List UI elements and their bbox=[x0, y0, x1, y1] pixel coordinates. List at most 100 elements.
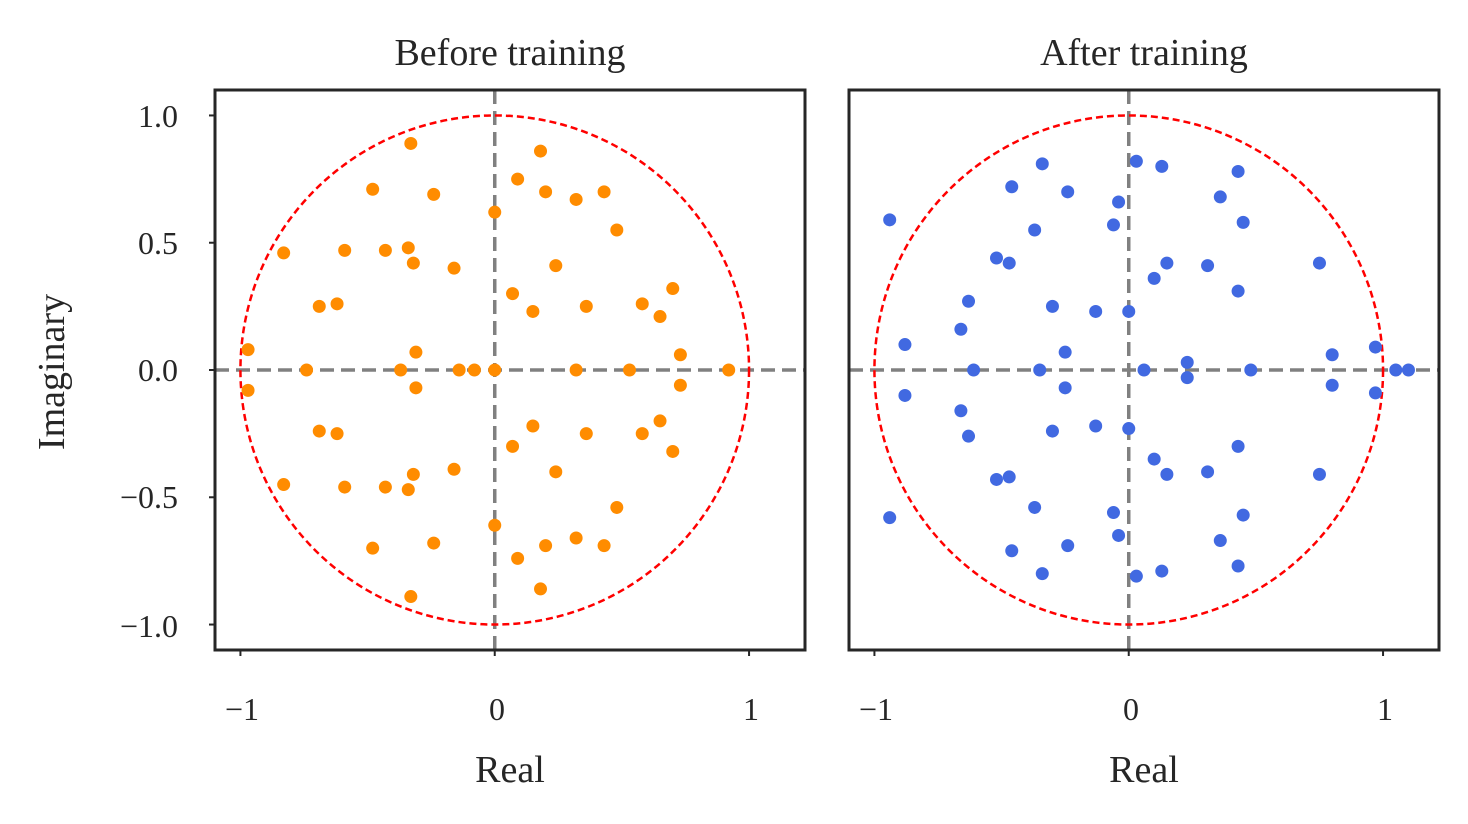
data-point bbox=[1002, 256, 1016, 270]
data-point bbox=[579, 427, 593, 441]
data-point bbox=[1061, 539, 1075, 553]
data-point bbox=[406, 467, 420, 481]
y-tick-label: −1.0 bbox=[120, 608, 178, 644]
data-point bbox=[447, 261, 461, 275]
data-point bbox=[569, 363, 583, 377]
data-point bbox=[623, 363, 637, 377]
data-point bbox=[312, 424, 326, 438]
data-point bbox=[1058, 345, 1072, 359]
data-point bbox=[1005, 180, 1019, 194]
data-point bbox=[1122, 304, 1136, 318]
data-point bbox=[452, 363, 466, 377]
data-point bbox=[539, 185, 553, 199]
data-point bbox=[635, 297, 649, 311]
data-point bbox=[1137, 363, 1151, 377]
data-point bbox=[312, 299, 326, 313]
data-point bbox=[366, 541, 380, 555]
data-point bbox=[488, 363, 502, 377]
data-point bbox=[967, 363, 981, 377]
data-point bbox=[1236, 215, 1250, 229]
data-point bbox=[277, 246, 291, 260]
plot-frame-after bbox=[847, 88, 1441, 652]
x-tick-label: 0 bbox=[489, 691, 505, 727]
data-point bbox=[526, 419, 540, 433]
data-point bbox=[1045, 424, 1059, 438]
data-point bbox=[534, 144, 548, 158]
data-point bbox=[366, 182, 380, 196]
chart-title-before: Before training bbox=[394, 32, 625, 74]
data-point bbox=[666, 282, 680, 296]
x-tick-label: −1 bbox=[225, 691, 259, 727]
data-point bbox=[1028, 500, 1042, 514]
data-point bbox=[1147, 271, 1161, 285]
data-point bbox=[1201, 259, 1215, 273]
data-point bbox=[394, 363, 408, 377]
data-point bbox=[330, 297, 344, 311]
data-point bbox=[1231, 284, 1245, 298]
data-point bbox=[1325, 348, 1339, 362]
data-point bbox=[653, 310, 667, 324]
data-point bbox=[1005, 544, 1019, 558]
data-point bbox=[511, 172, 525, 186]
data-point bbox=[1368, 386, 1382, 400]
data-point bbox=[1112, 195, 1126, 209]
data-point bbox=[1035, 157, 1049, 171]
data-point bbox=[378, 243, 392, 257]
data-point bbox=[898, 388, 912, 402]
data-point bbox=[1129, 154, 1143, 168]
data-point bbox=[962, 429, 976, 443]
data-point bbox=[330, 427, 344, 441]
data-point bbox=[1368, 340, 1382, 354]
data-point bbox=[1325, 378, 1339, 392]
data-point bbox=[883, 511, 897, 525]
data-point bbox=[338, 243, 352, 257]
unit-circle bbox=[239, 114, 751, 626]
data-point bbox=[1180, 371, 1194, 385]
data-point bbox=[1058, 381, 1072, 395]
data-point bbox=[427, 187, 441, 201]
data-point bbox=[1122, 422, 1136, 436]
data-point bbox=[1389, 363, 1403, 377]
data-point bbox=[488, 518, 502, 532]
data-point bbox=[1236, 508, 1250, 522]
data-point bbox=[1244, 363, 1258, 377]
x-tick-label: −1 bbox=[859, 691, 893, 727]
data-point bbox=[1231, 559, 1245, 573]
y-axis-label: Imaginary bbox=[31, 294, 73, 450]
data-point bbox=[300, 363, 314, 377]
data-point bbox=[579, 299, 593, 313]
data-point bbox=[539, 539, 553, 553]
data-point bbox=[990, 251, 1003, 265]
panel-before: Before training −1 0 1 1.0 0.5 0.0 −0.5 … bbox=[31, 32, 807, 791]
data-point bbox=[1089, 419, 1103, 433]
data-point bbox=[1160, 256, 1174, 270]
data-point bbox=[1106, 218, 1120, 232]
data-point bbox=[898, 338, 912, 352]
x-tick-label: 1 bbox=[743, 691, 759, 727]
data-point bbox=[954, 322, 968, 336]
panel-after: After training −1 0 1 Real bbox=[847, 32, 1441, 791]
data-point bbox=[1231, 439, 1245, 453]
data-point bbox=[506, 287, 520, 301]
data-point bbox=[1312, 256, 1326, 270]
data-point bbox=[534, 582, 548, 596]
data-point bbox=[447, 462, 461, 476]
data-point bbox=[722, 363, 736, 377]
data-point bbox=[409, 345, 423, 359]
data-point bbox=[511, 551, 525, 565]
data-point bbox=[1129, 569, 1143, 583]
data-point bbox=[1106, 506, 1120, 520]
data-point bbox=[526, 304, 540, 318]
data-point bbox=[1201, 465, 1215, 479]
data-point bbox=[378, 480, 392, 494]
data-point bbox=[635, 427, 649, 441]
data-point bbox=[1180, 355, 1194, 369]
data-point bbox=[1033, 363, 1047, 377]
data-point bbox=[1089, 304, 1103, 318]
scatter-points-after bbox=[849, 90, 1439, 650]
data-point bbox=[401, 241, 415, 255]
data-point bbox=[610, 223, 624, 237]
data-point bbox=[1028, 223, 1042, 237]
data-point bbox=[1155, 159, 1169, 173]
